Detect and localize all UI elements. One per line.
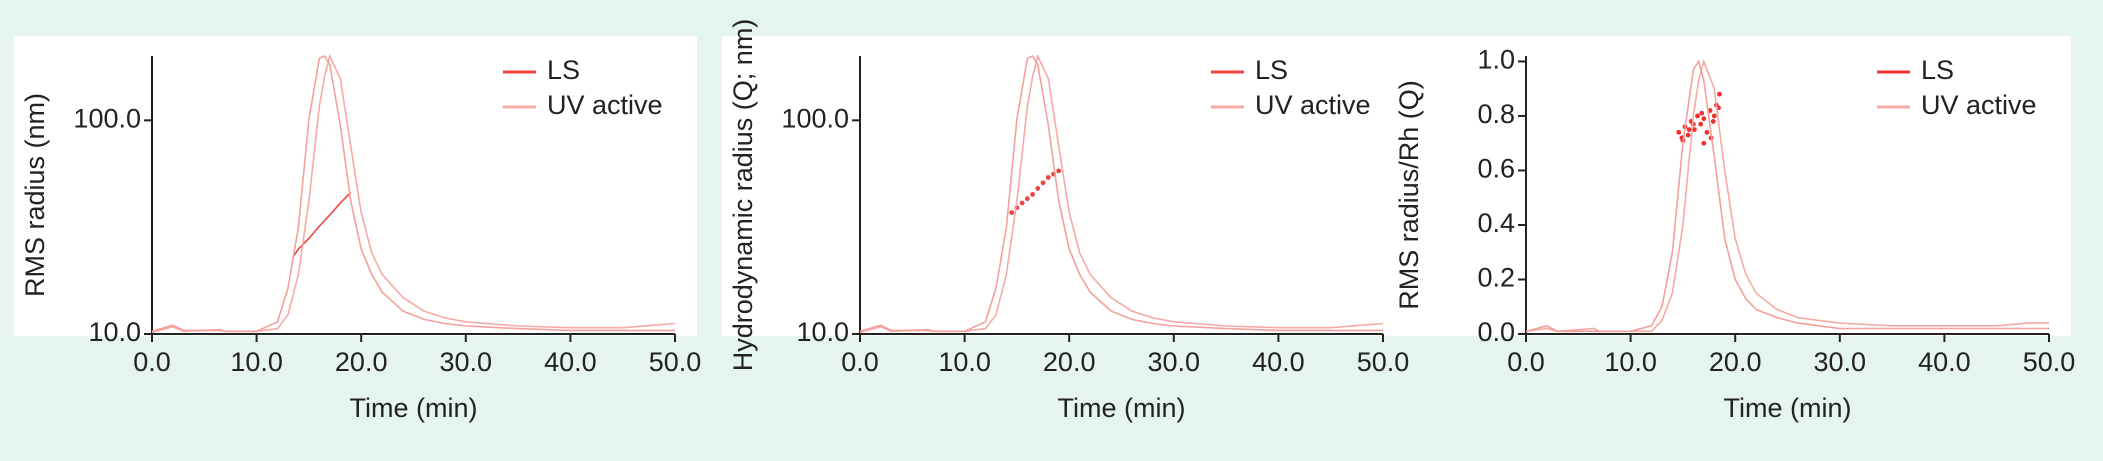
- x-axis-title: Time (min): [1058, 393, 1186, 423]
- scatter-point: [1676, 129, 1682, 135]
- scatter-point: [1701, 116, 1707, 122]
- legend-label: UV active: [1921, 90, 2037, 120]
- x-tick-label: 30.0: [1814, 347, 1867, 377]
- chart-panel: [722, 36, 1405, 336]
- x-tick-label: 30.0: [440, 347, 493, 377]
- x-tick-label: 10.0: [938, 347, 991, 377]
- scatter-point: [1701, 140, 1707, 146]
- scatter-point: [1686, 127, 1692, 132]
- series-line: [151, 54, 675, 333]
- scatter-point: [1035, 186, 1041, 191]
- scatter-point: [1717, 91, 1722, 97]
- legend-label: LS: [1255, 55, 1288, 85]
- scatter-point: [1024, 196, 1030, 202]
- y-tick-label: 0.0: [1477, 317, 1515, 347]
- y-axis-title: Hydrodynamic radius (Q; nm): [728, 19, 758, 372]
- x-tick-label: 50.0: [2023, 347, 2076, 377]
- y-tick-label: 10.0: [796, 317, 849, 347]
- x-tick-label: 10.0: [1604, 347, 1657, 377]
- y-tick-label: 100.0: [781, 103, 849, 133]
- x-tick-label: 40.0: [544, 347, 597, 377]
- scatter-point: [1040, 180, 1046, 186]
- x-tick-label: 20.0: [335, 347, 388, 377]
- scatter-point: [1695, 113, 1700, 119]
- scatter-point: [1056, 168, 1062, 174]
- legend-label: UV active: [1255, 90, 1371, 120]
- chart: 0.0 0.2 0.4 0.6 0.8 1.0 0.0 10.0 20.0 30.0 40.0 50.…: [1388, 36, 2075, 423]
- series-line: [1525, 59, 2049, 333]
- legend-label: UV active: [547, 90, 663, 120]
- x-axis-title: Time (min): [1724, 393, 1852, 423]
- x-tick-label: 20.0: [1709, 347, 1762, 377]
- scatter-point: [1030, 192, 1035, 197]
- y-tick-label: 0.8: [1477, 99, 1515, 129]
- y-tick-label: 100.0: [73, 103, 141, 133]
- scatter-point: [1699, 110, 1705, 116]
- y-tick-label: 0.6: [1477, 154, 1515, 184]
- scatter-point: [1685, 132, 1691, 138]
- y-tick-label: 1.0: [1477, 45, 1515, 75]
- scatter-point: [1711, 113, 1717, 119]
- y-tick-label: 10.0: [88, 317, 141, 347]
- x-tick-label: 0.0: [841, 347, 879, 377]
- x-tick-label: 50.0: [1357, 347, 1410, 377]
- scatter-point: [1692, 127, 1697, 132]
- scatter-point: [1698, 121, 1704, 127]
- y-axis-title: RMS radius (nm): [20, 93, 50, 297]
- x-tick-label: 0.0: [1507, 347, 1545, 377]
- y-tick-label: 0.2: [1477, 263, 1515, 293]
- x-tick-label: 0.0: [133, 347, 171, 377]
- scatter-point: [1704, 129, 1710, 135]
- y-axis-title: RMS radius/Rh (Q): [1394, 80, 1424, 310]
- x-tick-label: 10.0: [230, 347, 283, 377]
- chart-panel: [1388, 36, 2071, 336]
- x-tick-label: 30.0: [1148, 347, 1201, 377]
- legend-label: LS: [1921, 55, 1954, 85]
- scatter-point: [1019, 200, 1025, 206]
- scatter-point: [1045, 175, 1051, 180]
- scatter-point: [1710, 119, 1716, 124]
- x-tick-label: 40.0: [1252, 347, 1305, 377]
- series-line: [292, 191, 352, 258]
- x-tick-label: 20.0: [1043, 347, 1096, 377]
- x-axis-title: Time (min): [350, 393, 478, 423]
- series-line: [859, 54, 1383, 333]
- x-tick-label: 40.0: [1918, 347, 1971, 377]
- legend-label: LS: [547, 55, 580, 85]
- scatter-point: [1009, 210, 1015, 215]
- y-tick-label: 0.4: [1477, 208, 1515, 238]
- chart-panel: [14, 36, 697, 336]
- x-tick-label: 50.0: [649, 347, 702, 377]
